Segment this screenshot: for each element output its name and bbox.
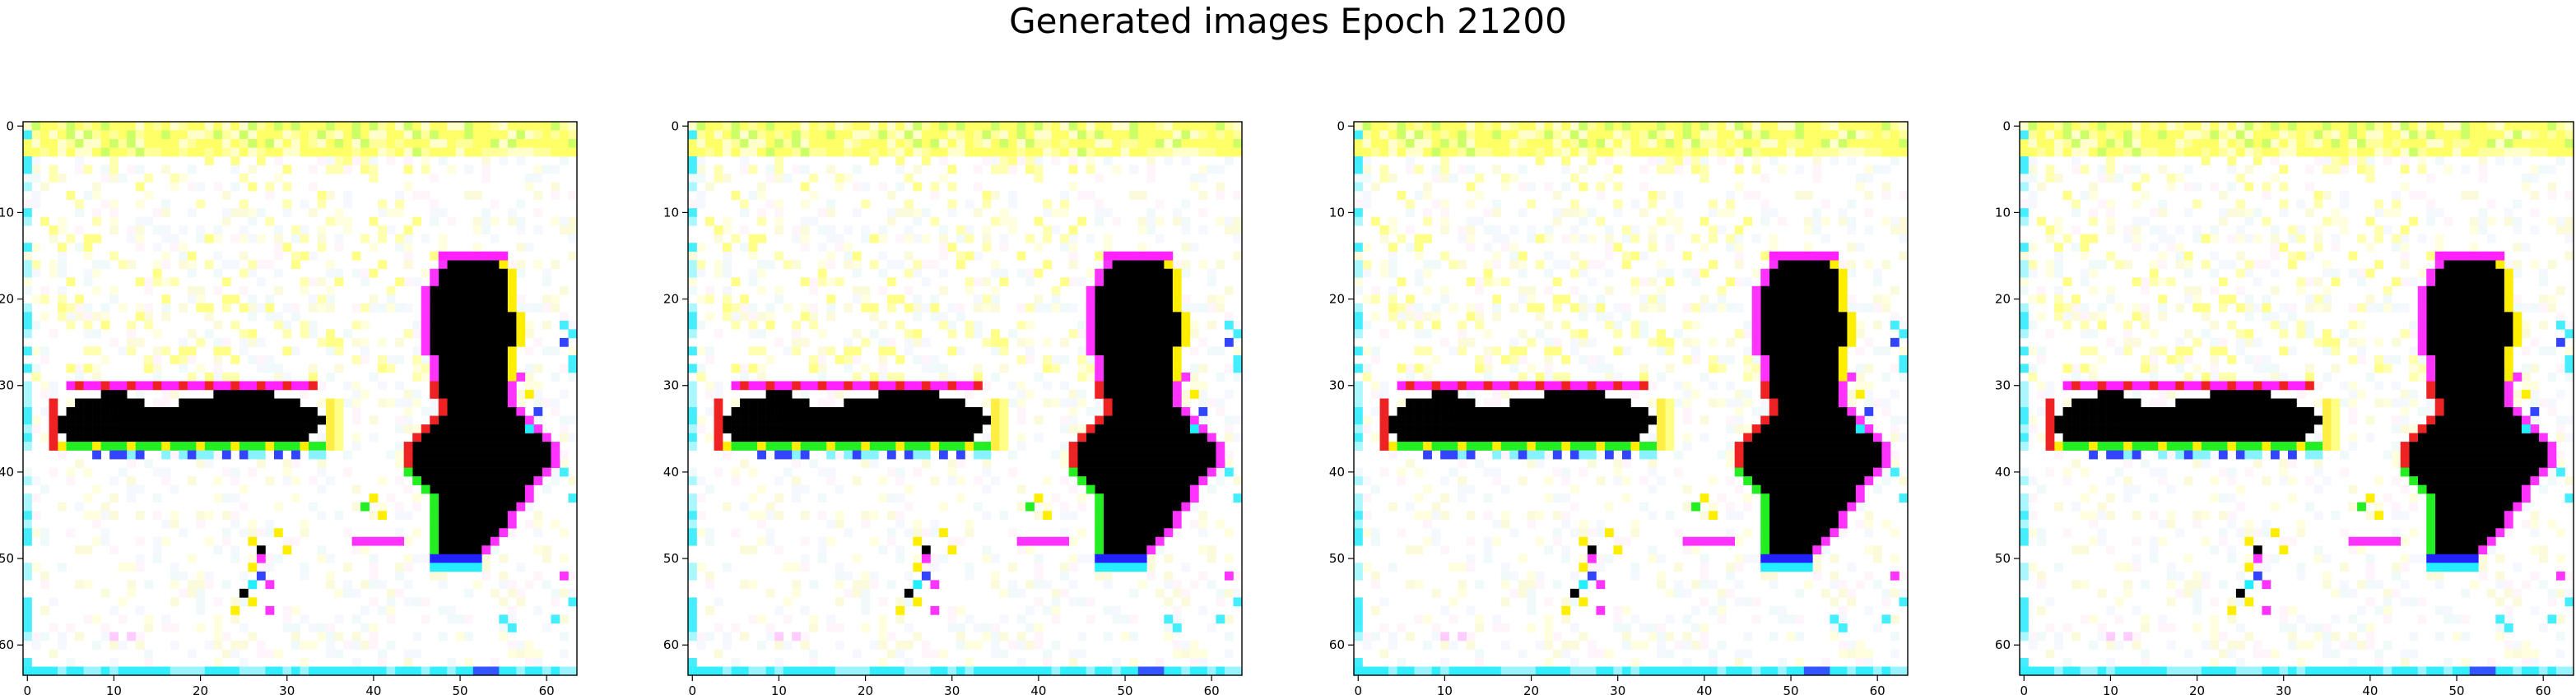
y-tick-label: 30 xyxy=(1995,378,2011,393)
y-tick-label: 10 xyxy=(1329,205,1345,220)
y-tick-label: 50 xyxy=(663,551,679,566)
y-tick-label: 60 xyxy=(1329,637,1345,652)
y-tick-label: 40 xyxy=(1995,465,2011,480)
axes-frame-3 xyxy=(1353,121,1909,676)
y-tick-label: 20 xyxy=(1329,292,1345,307)
x-tick-label: 20 xyxy=(1523,683,1539,695)
y-tick-label: 20 xyxy=(0,292,14,307)
x-tick-label: 20 xyxy=(858,683,873,695)
axes-frame-4 xyxy=(2019,121,2574,676)
x-tick-label: 30 xyxy=(1610,683,1625,695)
x-tick-label: 50 xyxy=(1783,683,1798,695)
y-tick-label: 60 xyxy=(663,637,679,652)
figure-title: Generated images Epoch 21200 xyxy=(1009,1,1567,41)
x-tick-label: 50 xyxy=(1117,683,1132,695)
y-tick-label: 50 xyxy=(1329,551,1345,566)
x-tick-label: 60 xyxy=(2536,683,2551,695)
x-tick-label: 50 xyxy=(2448,683,2464,695)
y-tick-label: 40 xyxy=(1329,465,1345,480)
x-tick-label: 30 xyxy=(944,683,960,695)
x-tick-label: 40 xyxy=(365,683,381,695)
generated-image-2 xyxy=(688,122,1243,676)
x-tick-label: 40 xyxy=(1696,683,1712,695)
x-tick-label: 60 xyxy=(1204,683,1220,695)
x-tick-label: 60 xyxy=(1870,683,1886,695)
x-tick-label: 10 xyxy=(106,683,122,695)
y-tick-label: 0 xyxy=(6,118,14,133)
x-tick-label: 10 xyxy=(1437,683,1453,695)
x-tick-label: 10 xyxy=(2103,683,2118,695)
y-tick-label: 0 xyxy=(671,118,679,133)
x-tick-label: 60 xyxy=(539,683,555,695)
y-tick-label: 30 xyxy=(1329,378,1345,393)
y-tick-label: 50 xyxy=(1995,551,2011,566)
y-tick-label: 10 xyxy=(663,205,679,220)
y-tick-label: 10 xyxy=(0,205,14,220)
x-tick-label: 40 xyxy=(1030,683,1046,695)
y-tick-label: 60 xyxy=(1995,637,2011,652)
y-tick-label: 20 xyxy=(663,292,679,307)
y-tick-label: 40 xyxy=(663,465,679,480)
y-tick-label: 30 xyxy=(663,378,679,393)
x-tick-label: 30 xyxy=(279,683,295,695)
y-tick-label: 30 xyxy=(0,378,14,393)
generated-image-3 xyxy=(1354,122,1909,676)
panel-2: 0 10 20 30 40 50 60 0 10 20 30 40 50 60 xyxy=(663,118,1243,695)
x-tick-label: 20 xyxy=(2189,683,2205,695)
x-tick-label: 0 xyxy=(688,683,696,695)
panel-3: 0 10 20 30 40 50 60 0 10 20 30 40 50 60 xyxy=(1329,118,1909,695)
x-tick-label: 0 xyxy=(1354,683,1362,695)
x-tick-label: 20 xyxy=(193,683,208,695)
generated-image-1 xyxy=(23,122,578,676)
axes-frame-2 xyxy=(687,121,1243,676)
x-tick-label: 40 xyxy=(2362,683,2378,695)
y-tick-label: 40 xyxy=(0,465,14,480)
y-tick-label: 20 xyxy=(1995,292,2011,307)
x-tick-label: 30 xyxy=(2276,683,2291,695)
y-tick-label: 0 xyxy=(1337,118,1345,133)
y-tick-label: 50 xyxy=(0,551,14,566)
panel-1: 0 10 20 30 40 50 60 0 10 20 30 40 50 60 xyxy=(0,118,578,695)
x-tick-label: 0 xyxy=(23,683,31,695)
x-tick-label: 50 xyxy=(452,683,467,695)
generated-image-4 xyxy=(2020,122,2574,676)
y-tick-label: 10 xyxy=(1995,205,2011,220)
axes-frame-1 xyxy=(22,121,578,676)
x-tick-label: 0 xyxy=(2020,683,2028,695)
x-tick-label: 10 xyxy=(771,683,787,695)
y-tick-label: 60 xyxy=(0,637,14,652)
y-tick-label: 0 xyxy=(2002,118,2011,133)
panel-4: 0 10 20 30 40 50 60 0 10 20 30 40 50 60 xyxy=(1995,118,2574,695)
